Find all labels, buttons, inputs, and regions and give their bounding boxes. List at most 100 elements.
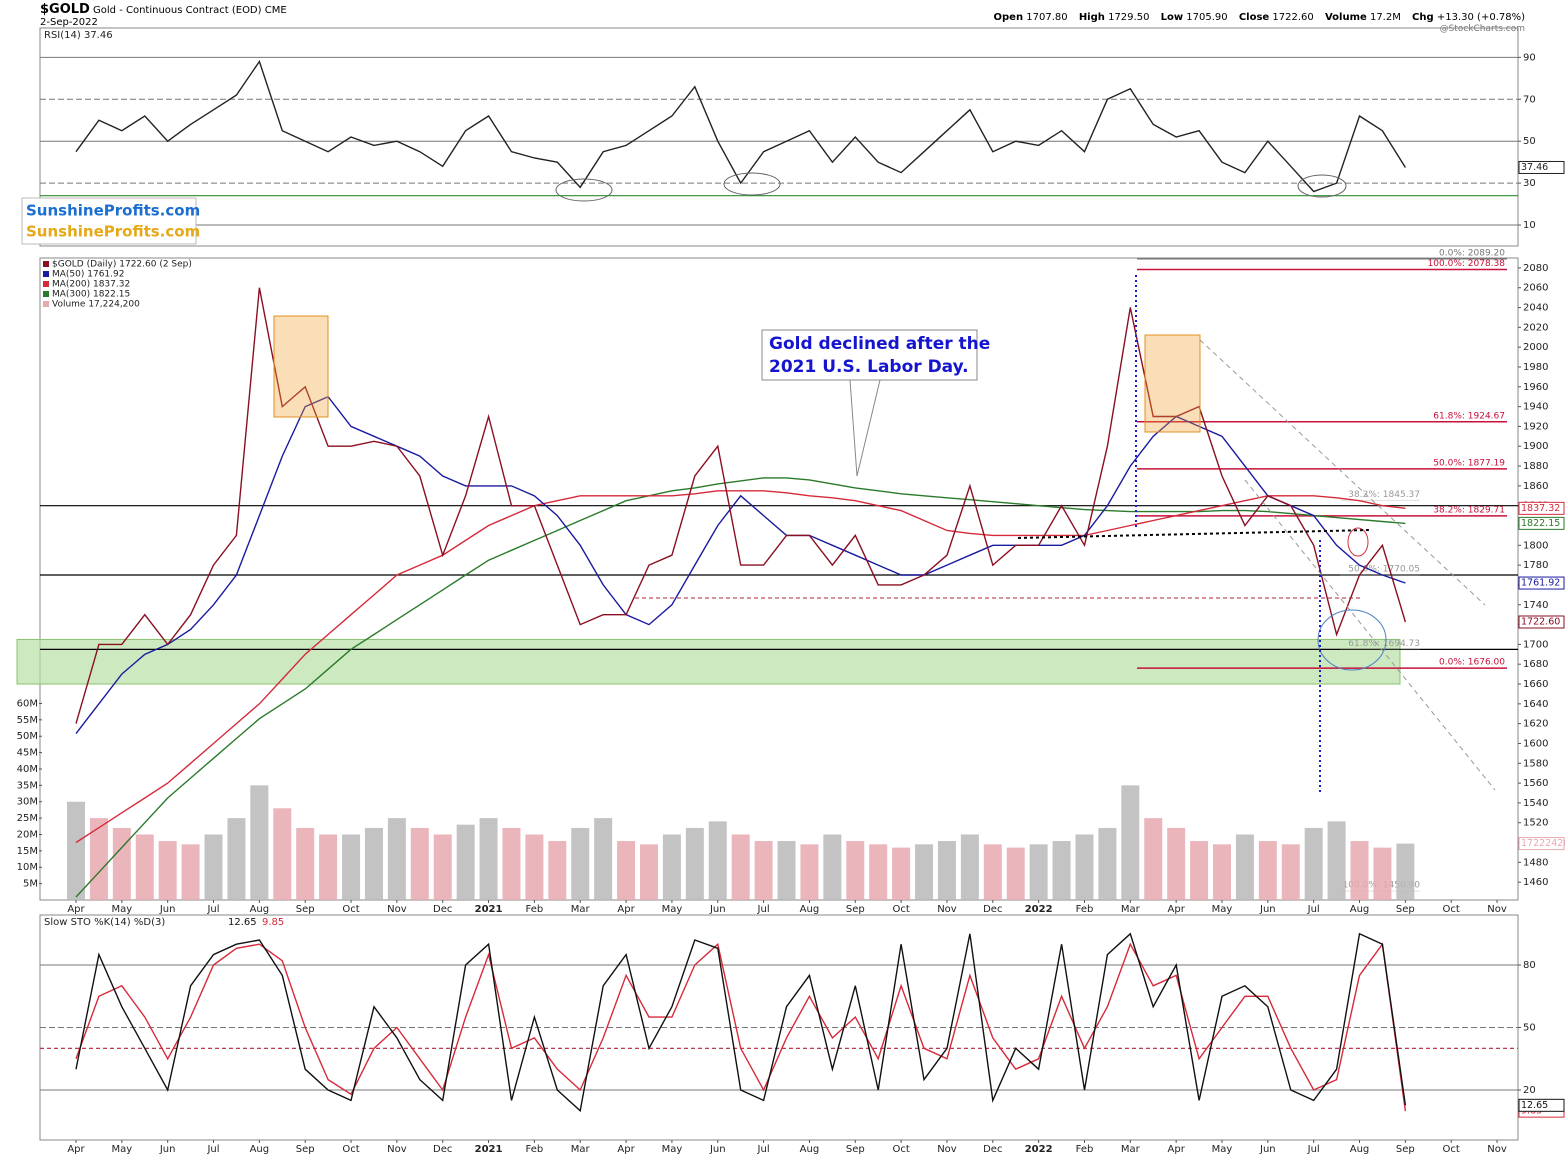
end-label: 1722.60: [1521, 616, 1560, 627]
x-tick-label: Sep: [846, 1144, 865, 1155]
y2-tick-label: 15M: [17, 846, 38, 857]
y-tick-label: 1520: [1523, 818, 1548, 829]
fib-label: 61.8%: 1694.73: [1348, 639, 1420, 649]
legend-entry: $GOLD (Daily) 1722.60 (2 Sep): [52, 260, 192, 270]
stat-value: +13.30 (+0.78%): [1436, 12, 1525, 23]
y-tick-label: 2000: [1523, 342, 1548, 353]
volume-bar: [1144, 818, 1163, 900]
stat-value: 1705.90: [1186, 12, 1228, 23]
y-tick-label: 20: [1523, 1085, 1536, 1096]
volume-bar: [777, 841, 796, 900]
x-tick-label: Jun: [1259, 1144, 1276, 1155]
y-tick-label: 2020: [1523, 322, 1548, 333]
y-tick-label: 1660: [1523, 679, 1548, 690]
volume-bar: [869, 844, 888, 900]
x-tick-label: Oct: [1443, 1144, 1460, 1155]
watermark-box: [21, 197, 197, 245]
y-tick-label: 30: [1523, 178, 1536, 189]
x-tick-label: Sep: [846, 904, 865, 915]
stat-value: 1707.80: [1026, 12, 1068, 23]
x-tick-label: Apr: [617, 1144, 635, 1155]
y-tick-label: 2040: [1523, 303, 1548, 314]
y-tick-label: 1480: [1523, 857, 1548, 868]
volume-bar: [1373, 847, 1392, 900]
volume-bar: [823, 834, 842, 900]
stat-label: Volume: [1324, 12, 1367, 23]
volume-bar: [204, 834, 223, 900]
y-tick-label: 10: [1523, 220, 1536, 231]
stoch-value: 9.85: [262, 917, 284, 928]
volume-bar: [1029, 844, 1048, 900]
x-tick-label: Mar: [1121, 904, 1141, 915]
end-label: 37.46: [1521, 162, 1548, 173]
volume-bar: [892, 847, 911, 900]
x-tick-label: Nov: [1487, 904, 1507, 915]
end-label-box: [1518, 576, 1565, 590]
end-label: 1837.32: [1521, 503, 1560, 514]
fib-label: 0.0%: 1676.00: [1439, 658, 1505, 668]
volume-bar: [227, 818, 246, 900]
x-tick-label: Apr: [1168, 1144, 1186, 1155]
x-tick-label: Feb: [1076, 904, 1094, 915]
fib-label: 38.2%: 1829.71: [1433, 505, 1505, 515]
series-line: [75, 942, 1407, 1112]
end-label-box: [1518, 160, 1565, 174]
volume-bar: [1213, 844, 1231, 900]
x-tick-label: Aug: [800, 904, 820, 915]
x-tick-label: 2022: [1025, 1144, 1053, 1155]
x-tick-label: Jul: [757, 904, 770, 915]
x-tick-label: Jun: [709, 904, 726, 915]
y-tick-label: 1600: [1523, 738, 1548, 749]
callout-text: Gold declined after the: [769, 334, 990, 354]
circle-marker: [1297, 174, 1347, 198]
volume-bar: [754, 841, 773, 900]
y-tick-label: 50: [1523, 136, 1536, 147]
x-tick-label: Oct: [892, 1144, 909, 1155]
y2-tick-label: 25M: [17, 813, 38, 824]
x-tick-label: Oct: [342, 1144, 359, 1155]
x-tick-label: Oct: [342, 904, 359, 915]
y-tick-label: 1980: [1523, 362, 1548, 373]
x-tick-label: Jun: [1259, 904, 1276, 915]
y-tick-label: 1640: [1523, 699, 1548, 710]
end-label-box: [1518, 1098, 1565, 1112]
y2-tick-label: 60M: [17, 698, 38, 709]
volume-bar: [640, 844, 658, 900]
legend-entry: Volume 17,224,200: [52, 300, 140, 310]
volume-bar: [685, 827, 704, 900]
volume-bar: [67, 801, 85, 900]
trend-line: [1244, 479, 1496, 791]
x-tick-label: Dec: [433, 904, 452, 915]
series-line: [75, 59, 1406, 193]
x-tick-label: Sep: [296, 904, 315, 915]
fib-label: 50.0%: 1877.19: [1433, 458, 1505, 468]
volume-bar: [1121, 785, 1140, 900]
y-tick-label: 2060: [1523, 283, 1548, 294]
volume-bar: [525, 834, 544, 900]
volume-bar: [342, 834, 361, 900]
end-label: 12.65: [1521, 1100, 1548, 1111]
x-tick-label: Feb: [526, 904, 544, 915]
x-tick-label: Nov: [937, 904, 957, 915]
x-tick-label: Jul: [1307, 904, 1320, 915]
x-tick-label: Nov: [937, 1144, 957, 1155]
date: 2-Sep-2022: [40, 17, 98, 28]
circle-marker: [1317, 609, 1387, 671]
y2-tick-label: 5M: [23, 879, 38, 890]
legend-swatch: [43, 281, 49, 287]
volume-bar: [960, 834, 979, 900]
legend-entry: MA(300) 1822.15: [52, 290, 130, 300]
instrument-name: Gold - Continuous Contract (EOD): [93, 5, 262, 16]
stats: Open 1707.80 High 1729.50 Low 1705.90 Cl…: [986, 12, 1525, 23]
end-label-box: [1518, 837, 1565, 851]
series-line: [75, 477, 1406, 898]
fib-label: 61.8%: 1924.67: [1433, 411, 1505, 421]
symbol: $GOLD: [40, 2, 90, 17]
x-tick-label: Mar: [571, 1144, 591, 1155]
y-tick-label: 1700: [1523, 639, 1548, 650]
x-tick-label: Nov: [1487, 1144, 1507, 1155]
x-tick-label: May: [1212, 904, 1233, 915]
x-tick-label: Dec: [983, 1144, 1002, 1155]
